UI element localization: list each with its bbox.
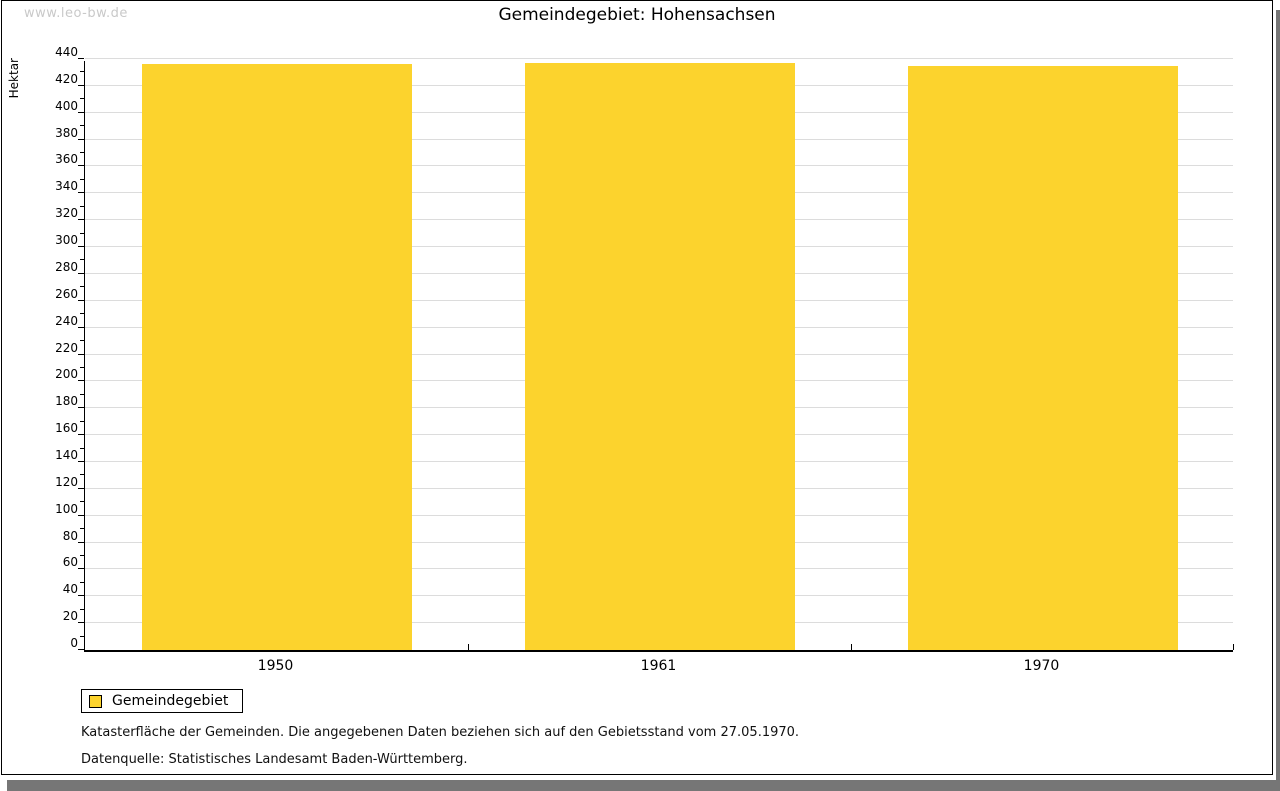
y-axis-tick [78,246,84,248]
y-axis-tick [78,487,84,489]
y-axis-tick [78,58,84,59]
gridline [85,58,1233,59]
y-axis-tick [80,178,84,180]
y-axis-tick [78,514,84,516]
footnote-datenquelle: Datenquelle: Statistisches Landesamt Bad… [81,752,468,767]
y-axis-tick [78,380,84,382]
legend: Gemeindegebiet [81,689,244,713]
y-axis-tick [80,528,84,530]
y-axis-tick-label: 440 [55,45,78,59]
x-axis-label-1950: 1950 [257,658,294,674]
y-axis-tick [80,635,84,637]
y-axis-tick-label: 260 [55,286,78,301]
y-axis-tick-label: 400 [55,98,78,113]
y-axis-tick [78,84,84,86]
y-axis-tick [80,259,84,261]
y-axis-tick-label: 100 [55,501,78,516]
y-axis-tick [78,353,84,355]
page-drop-shadow-right [1276,10,1280,791]
x-axis-boundary-tick [851,644,852,650]
y-axis-tick [80,420,84,422]
legend-label: Gemeindegebiet [112,693,229,709]
y-axis-tick-label: 380 [55,125,78,140]
y-axis-tick-label: 160 [55,421,78,436]
x-axis-end-tick [1233,644,1234,650]
y-axis-tick [78,219,84,221]
y-axis-tick [80,366,84,368]
y-axis-tick-label: 60 [62,555,78,570]
y-axis-tick-label: 280 [55,259,78,274]
y-axis-tick-label: 340 [55,179,78,194]
y-axis-tick-label: 240 [55,313,78,328]
y-axis-tick [80,393,84,395]
y-axis-tick [80,152,84,154]
y-axis-label: Hektar [7,58,21,99]
y-axis-tick [80,501,84,503]
bar-1970 [907,65,1178,650]
y-axis-tick [80,98,84,100]
y-axis-tick [80,340,84,342]
x-axis-label-1970: 1970 [1023,658,1060,674]
y-axis-tick-label: 20 [62,609,78,624]
y-axis-tick-label: 120 [55,474,78,489]
y-axis-tick [78,138,84,140]
y-axis-tick [78,622,84,624]
y-axis-tick [80,232,84,234]
y-axis-tick [80,608,84,610]
y-axis-tick-label: 200 [55,367,78,382]
y-axis-tick [78,272,84,274]
watermark-text: www.leo-bw.de [24,6,128,21]
y-axis-tick-label: 300 [55,233,78,248]
y-axis-tick [80,447,84,449]
bar-1961 [524,63,795,650]
y-axis-tick [78,407,84,409]
y-axis-tick [78,165,84,167]
y-axis-tick [78,192,84,194]
y-axis-tick [78,541,84,543]
y-axis-tick [80,581,84,583]
y-axis-tick-label: 80 [62,528,78,543]
y-axis-tick [80,125,84,127]
y-axis-tick [80,205,84,207]
y-axis-tick [78,595,84,597]
y-axis-tick-label: 360 [55,152,78,167]
y-axis-tick [80,71,84,73]
chart-title: Gemeindegebiet: Hohensachsen [498,5,776,25]
y-axis-tick [78,111,84,113]
y-axis-tick [78,460,84,462]
plot-area: 0 20 40 60 80 100 120 140 160 180 200 220 240 260 280 3… [55,45,1234,652]
y-axis-tick [78,434,84,436]
y-axis-tick [78,649,84,650]
y-axis-tick-label: 40 [62,582,78,597]
y-axis-tick-label: 0 [70,636,78,650]
y-axis-tick [78,568,84,570]
y-axis-tick [78,299,84,301]
y-axis-tick-label: 140 [55,447,78,462]
chart-page: www.leo-bw.de Gemeindegebiet: Hohensachs… [1,0,1273,775]
y-axis-tick-label: 180 [55,394,78,409]
page-drop-shadow-bottom [7,780,1280,791]
x-axis-label-1961: 1961 [640,658,677,674]
y-axis-tick [80,474,84,476]
bar-1950 [141,64,412,650]
y-axis-tick [80,554,84,556]
y-axis-tick-label: 420 [55,71,78,86]
y-axis-tick [80,313,84,315]
y-axis-tick-label: 220 [55,340,78,355]
footnote-gebietsstand: Katasterfläche der Gemeinden. Die angege… [81,725,800,740]
legend-swatch [89,694,102,708]
y-axis-tick-label: 320 [55,206,78,221]
y-axis-tick [78,326,84,328]
y-axis-tick [80,286,84,288]
x-axis-boundary-tick [468,644,469,650]
